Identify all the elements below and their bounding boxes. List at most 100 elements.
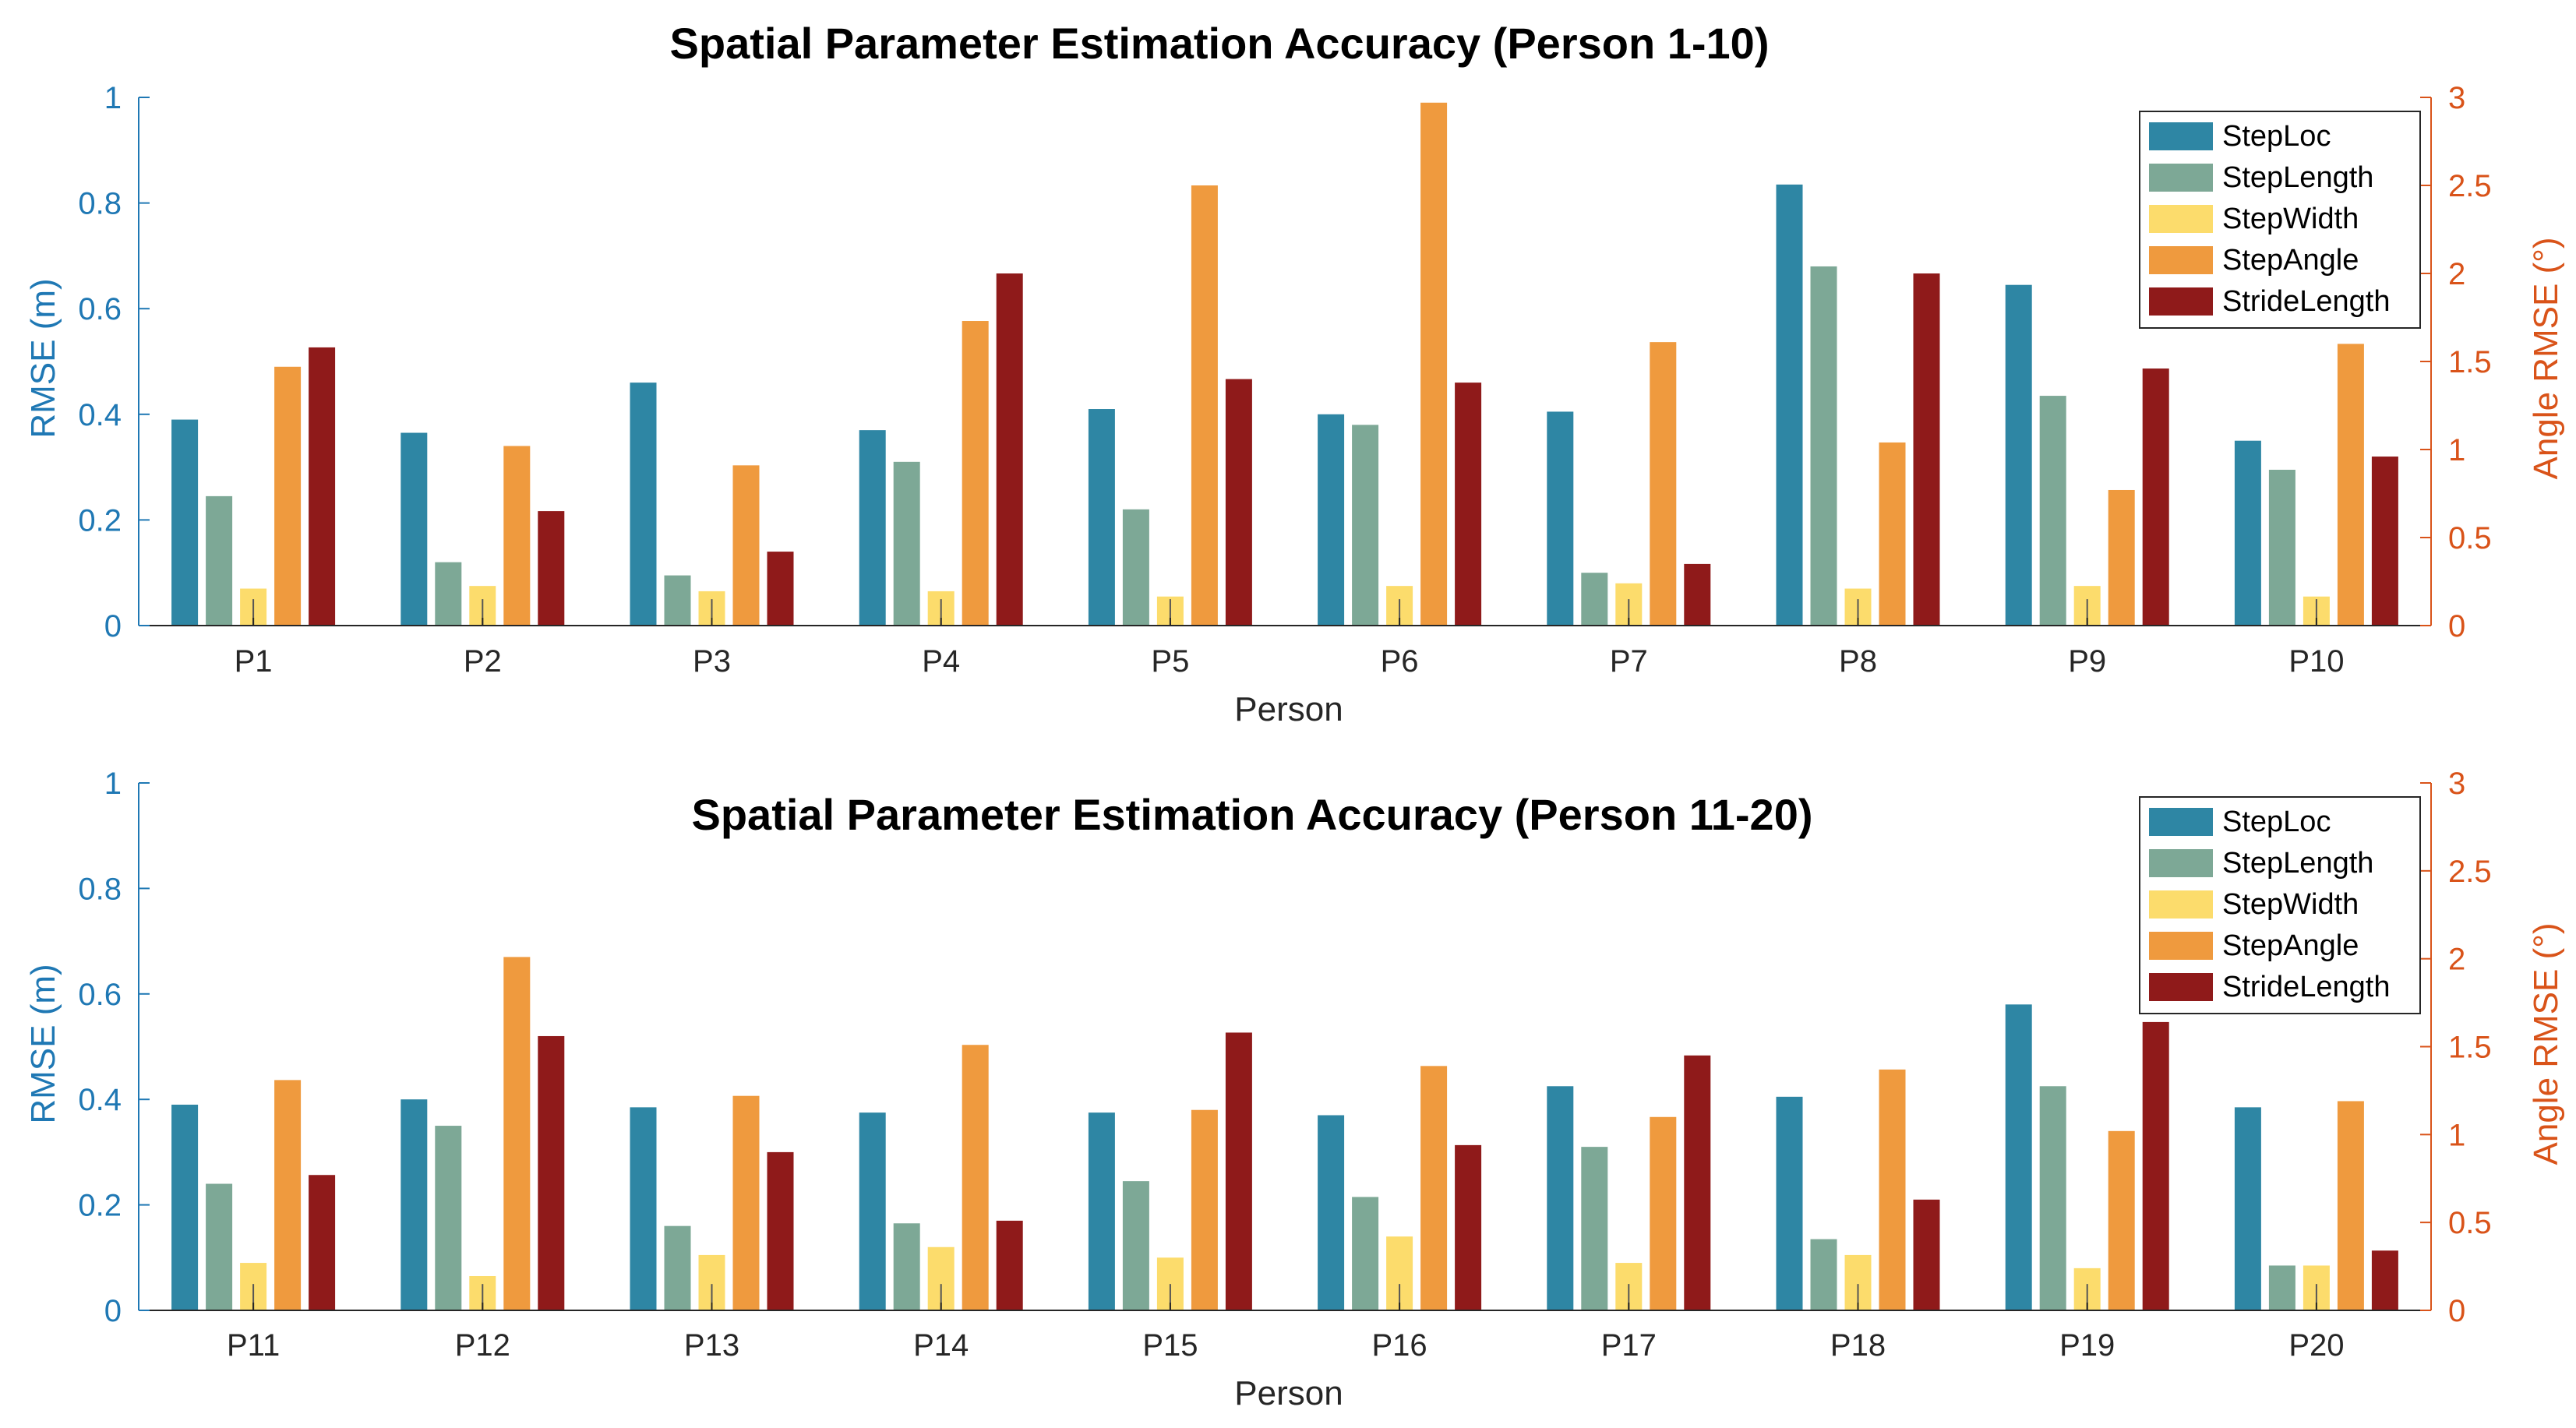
legend-swatch-stridelength: [2149, 287, 2213, 316]
bar-stepangle-p9: [2108, 489, 2135, 626]
x-axis-label: Person: [1234, 1374, 1343, 1412]
bar-stepangle-p14: [962, 1045, 989, 1310]
right-y-tick-label: 0.5: [2448, 1206, 2492, 1240]
bar-stridelength-p1: [309, 347, 336, 626]
chart-title: Spatial Parameter Estimation Accuracy (P…: [692, 790, 1813, 839]
legend-label-stridelength: StrideLength: [2222, 285, 2391, 318]
bar-stepangle-p11: [274, 1080, 302, 1310]
legend-swatch-stridelength: [2149, 973, 2213, 1001]
bar-stridelength-p6: [1455, 383, 1482, 626]
bar-steplength-p8: [1810, 266, 1837, 626]
x-tick-label: P3: [693, 644, 731, 679]
right-y-axis-label: Angle RMSE (°): [2527, 237, 2565, 479]
bar-steploc-p4: [859, 430, 886, 626]
bar-stridelength-p19: [2142, 1021, 2169, 1310]
bar-stepangle-p5: [1191, 185, 1218, 626]
x-tick-label: P18: [1830, 1328, 1886, 1363]
bar-steplength-p14: [893, 1223, 920, 1310]
bar-steploc-p8: [1776, 184, 1803, 626]
bar-stridelength-p20: [2371, 1250, 2398, 1310]
x-axis-label: Person: [1234, 690, 1343, 728]
right-y-axis-label: Angle RMSE (°): [2527, 922, 2565, 1165]
legend-label-stepwidth: StepWidth: [2222, 888, 2359, 921]
legend-swatch-stepangle: [2149, 932, 2213, 960]
bar-steploc-p13: [630, 1107, 657, 1310]
axes: P1 P2 P3 P4 P5 P6 P7 P8 P9 P10 0 0.2 0.4 0.6 0.8 1 0 0.5 1…: [78, 81, 2491, 679]
bar-steplength-p15: [1122, 1181, 1149, 1310]
bar-stridelength-p12: [538, 1035, 565, 1310]
x-tick-label: P19: [2059, 1328, 2115, 1363]
legend-swatch-steploc: [2149, 808, 2213, 836]
bar-stridelength-p16: [1455, 1144, 1482, 1310]
bar-stridelength-p11: [309, 1175, 336, 1310]
bar-steplength-p4: [893, 461, 920, 626]
bar-steploc-p19: [2005, 1004, 2032, 1310]
bar-steplength-p18: [1810, 1239, 1837, 1310]
legend-swatch-steploc: [2149, 122, 2213, 150]
x-tick-label: P13: [684, 1328, 739, 1363]
bar-stridelength-p15: [1225, 1032, 1252, 1310]
legend-label-steplength: StepLength: [2222, 161, 2373, 194]
left-y-tick-label: 0: [104, 609, 122, 643]
x-tick-label: P4: [922, 644, 960, 679]
bar-stridelength-p5: [1225, 379, 1252, 626]
bar-stridelength-p18: [1913, 1199, 1940, 1310]
bar-stepangle-p15: [1191, 1109, 1218, 1310]
bar-stepangle-p20: [2337, 1101, 2364, 1310]
x-tick-label: P8: [1839, 644, 1877, 679]
bar-stepangle-p4: [962, 321, 989, 626]
legend-label-stepwidth: StepWidth: [2222, 203, 2359, 235]
left-y-tick-label: 0.4: [78, 398, 122, 432]
right-y-tick-label: 1.5: [2448, 1031, 2492, 1065]
left-y-tick-label: 0.2: [78, 1189, 122, 1223]
legend-label-steploc: StepLoc: [2222, 120, 2331, 153]
bar-steploc-p6: [1318, 414, 1345, 626]
bar-stepangle-p7: [1650, 342, 1677, 626]
bar-steploc-p1: [171, 419, 199, 626]
bar-steplength-p12: [435, 1126, 462, 1310]
left-y-tick-label: 1: [104, 767, 122, 801]
bar-steploc-p16: [1318, 1115, 1345, 1310]
bar-steplength-p5: [1122, 509, 1149, 626]
right-y-tick-label: 3: [2448, 81, 2465, 115]
bar-stepangle-p3: [732, 465, 760, 626]
left-y-tick-label: 0.4: [78, 1083, 122, 1117]
bar-steploc-p18: [1776, 1096, 1803, 1310]
left-y-tick-label: 0.6: [78, 292, 122, 326]
bar-stepangle-p17: [1650, 1116, 1677, 1310]
bar-stepangle-p6: [1420, 102, 1448, 626]
bar-stridelength-p4: [996, 273, 1023, 626]
x-tick-label: P10: [2288, 644, 2344, 679]
bar-steplength-p13: [664, 1225, 691, 1310]
left-y-axis-label: RMSE (m): [24, 278, 62, 438]
bar-stepangle-p8: [1879, 442, 1906, 626]
bar-stridelength-p8: [1913, 273, 1940, 626]
bar-steplength-p9: [2039, 396, 2066, 626]
bar-steplength-p19: [2039, 1086, 2066, 1310]
bar-stridelength-p10: [2371, 457, 2398, 626]
bar-group: [171, 957, 2398, 1310]
legend-label-stepangle: StepAngle: [2222, 929, 2359, 962]
right-y-tick-label: 3: [2448, 767, 2465, 801]
legend-label-steploc: StepLoc: [2222, 806, 2331, 838]
bar-steploc-p15: [1088, 1112, 1115, 1310]
right-y-tick-label: 1.5: [2448, 345, 2492, 379]
right-y-tick-label: 2.5: [2448, 855, 2492, 889]
right-y-tick-label: 2: [2448, 943, 2465, 977]
bar-stridelength-p2: [538, 511, 565, 626]
bar-steploc-p14: [859, 1112, 886, 1310]
bar-steplength-p3: [664, 575, 691, 626]
x-tick-label: P12: [455, 1328, 510, 1363]
bar-steploc-p5: [1088, 409, 1115, 626]
x-tick-label: P7: [1610, 644, 1648, 679]
x-tick-label: P5: [1151, 644, 1189, 679]
legend-swatch-steplength: [2149, 849, 2213, 877]
x-tick-label: P17: [1601, 1328, 1657, 1363]
bar-steploc-p17: [1547, 1086, 1574, 1310]
chart-panel-top: Spatial Parameter Estimation Accuracy (P…: [24, 19, 2565, 728]
bar-steploc-p11: [171, 1104, 199, 1310]
bar-steploc-p12: [401, 1099, 428, 1310]
left-y-tick-label: 0.2: [78, 503, 122, 538]
bar-steplength-p1: [206, 495, 233, 626]
